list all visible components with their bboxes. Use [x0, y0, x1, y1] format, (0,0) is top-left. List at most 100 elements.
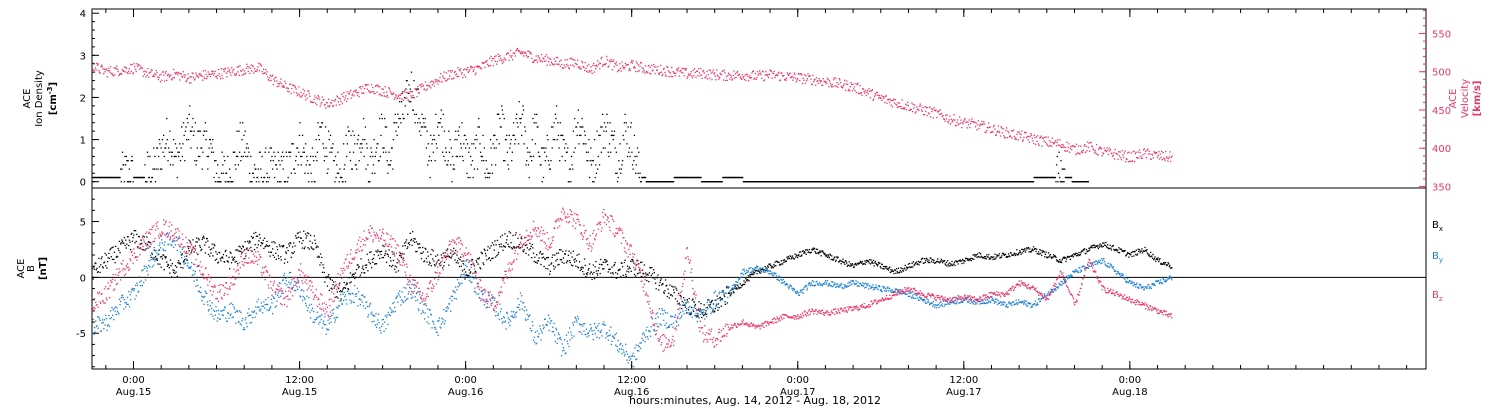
- bx-point: [514, 246, 515, 247]
- bx-point: [809, 249, 810, 250]
- velocity-point: [623, 68, 624, 69]
- velocity-point: [1119, 151, 1120, 152]
- density-point: [274, 156, 275, 157]
- bx-point: [146, 248, 147, 249]
- bx-point: [123, 243, 124, 244]
- velocity-point: [747, 76, 748, 77]
- velocity-point: [614, 66, 615, 67]
- bx-point: [175, 272, 176, 273]
- density-point: [508, 168, 509, 169]
- density-point: [358, 135, 359, 136]
- velocity-point: [601, 58, 602, 59]
- density-point: [588, 139, 589, 140]
- density-point: [160, 168, 161, 169]
- bx-point: [1041, 255, 1042, 256]
- density-point: [1060, 181, 1061, 182]
- velocity-point: [1067, 150, 1068, 151]
- velocity-point: [579, 66, 580, 67]
- density-point: [182, 143, 183, 144]
- velocity-point: [926, 115, 927, 116]
- density-point: [473, 143, 474, 144]
- velocity-point: [342, 96, 343, 97]
- bx-point: [740, 287, 741, 288]
- bx-point: [470, 271, 471, 272]
- velocity-point: [771, 71, 772, 72]
- bx-point: [285, 251, 286, 252]
- velocity-point: [705, 77, 706, 78]
- density-point: [491, 164, 492, 165]
- bx-point: [699, 301, 700, 302]
- bx-point: [1102, 242, 1103, 243]
- density-point: [1071, 177, 1072, 178]
- velocity-point: [1088, 147, 1089, 148]
- velocity-point: [233, 69, 234, 70]
- density-point: [515, 118, 516, 119]
- density-point: [132, 181, 133, 182]
- density-point: [155, 181, 156, 182]
- velocity-point: [446, 80, 447, 81]
- density-point: [459, 156, 460, 157]
- density-point: [439, 122, 440, 123]
- bx-point: [431, 249, 432, 250]
- velocity-point: [717, 74, 718, 75]
- bx-point: [569, 260, 570, 261]
- bx-point: [983, 257, 984, 258]
- bx-point: [1141, 248, 1142, 249]
- bx-point: [331, 288, 332, 289]
- velocity-point: [106, 69, 107, 70]
- velocity-point: [961, 127, 962, 128]
- density-point: [443, 156, 444, 157]
- bx-point: [391, 266, 392, 267]
- density-point: [633, 168, 634, 169]
- velocity-point: [833, 79, 834, 80]
- density-point: [467, 143, 468, 144]
- bx-point: [1029, 248, 1030, 249]
- bx-point: [483, 264, 484, 265]
- density-unit: [cm-3]: [46, 82, 59, 115]
- velocity-point: [269, 77, 270, 78]
- bx-point: [388, 249, 389, 250]
- bx-point: [623, 277, 624, 278]
- bx-point: [815, 252, 816, 253]
- velocity-point: [1054, 141, 1055, 142]
- velocity-point: [201, 76, 202, 77]
- velocity-point: [275, 77, 276, 78]
- velocity-point: [527, 51, 528, 52]
- bx-point: [543, 257, 544, 258]
- bx-point: [526, 244, 527, 245]
- velocity-point: [816, 77, 817, 78]
- bx-point: [694, 305, 695, 306]
- bx-point: [986, 254, 987, 255]
- bx-point: [818, 253, 819, 254]
- bx-point: [139, 236, 140, 237]
- density-point: [555, 118, 556, 119]
- bx-point: [283, 245, 284, 246]
- density-point: [433, 152, 434, 153]
- velocity-point: [976, 122, 977, 123]
- bx-point: [501, 246, 502, 247]
- density-point: [310, 156, 311, 157]
- bx-point: [236, 249, 237, 250]
- bx-point: [1080, 254, 1081, 255]
- bx-point: [271, 252, 272, 253]
- velocity-point: [384, 95, 385, 96]
- bx-point: [176, 267, 177, 268]
- velocity-point: [1043, 138, 1044, 139]
- velocity-point: [421, 86, 422, 87]
- velocity-point: [610, 61, 611, 62]
- density-point: [197, 131, 198, 132]
- bx-point: [668, 293, 669, 294]
- bx-point: [328, 274, 329, 275]
- velocity-point: [432, 81, 433, 82]
- density-point: [273, 160, 274, 161]
- density-point: [436, 147, 437, 148]
- bx-point: [263, 248, 264, 249]
- bx-point: [479, 257, 480, 258]
- velocity-point: [1034, 135, 1035, 136]
- bx-point: [1045, 252, 1046, 253]
- bx-point: [1009, 256, 1010, 257]
- bx-point: [672, 295, 673, 296]
- bx-point: [200, 247, 201, 248]
- bx-point: [733, 292, 734, 293]
- bx-point: [364, 272, 365, 273]
